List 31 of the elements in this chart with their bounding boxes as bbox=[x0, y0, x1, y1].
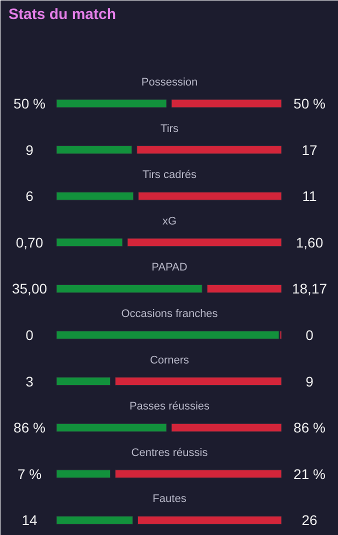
category-label: xG bbox=[162, 215, 177, 228]
data-label: 17 bbox=[302, 142, 318, 158]
data-label: 86 % bbox=[294, 420, 326, 436]
text: Stats du match bbox=[8, 6, 116, 23]
data-label: 9 bbox=[306, 373, 314, 390]
category-label: Corners bbox=[150, 354, 190, 366]
data-label: 9 bbox=[26, 142, 34, 158]
data-label: 3 bbox=[26, 373, 34, 390]
data-label: 7 % bbox=[17, 466, 42, 482]
data-label: 0,70 bbox=[16, 234, 44, 250]
data-label: 6 bbox=[26, 188, 34, 204]
data-label: 11 bbox=[302, 188, 317, 204]
category-label: Occasions franches bbox=[121, 308, 218, 320]
category-label: PAPAD bbox=[152, 262, 188, 274]
data-label: 1,60 bbox=[296, 234, 324, 250]
data-label: 35,00 bbox=[12, 280, 48, 297]
data-label: 0 bbox=[306, 327, 314, 343]
data-label: 50 % bbox=[294, 96, 326, 112]
category-label: Possession bbox=[141, 76, 198, 88]
data-label: 14 bbox=[22, 512, 38, 528]
data-label: 18,17 bbox=[292, 280, 328, 297]
category-label: Tirs cadrés bbox=[142, 169, 197, 182]
category-label: Passes réussies bbox=[129, 400, 210, 413]
data-label: 0 bbox=[26, 327, 34, 343]
data-label: 26 bbox=[302, 512, 318, 528]
category-label: Fautes bbox=[152, 493, 187, 506]
category-label: Tirs bbox=[160, 122, 179, 135]
data-label: 86 % bbox=[14, 420, 46, 436]
data-label: 50 % bbox=[14, 96, 46, 112]
data-label: 21 % bbox=[294, 466, 326, 482]
category-label: Centres réussis bbox=[131, 446, 208, 459]
